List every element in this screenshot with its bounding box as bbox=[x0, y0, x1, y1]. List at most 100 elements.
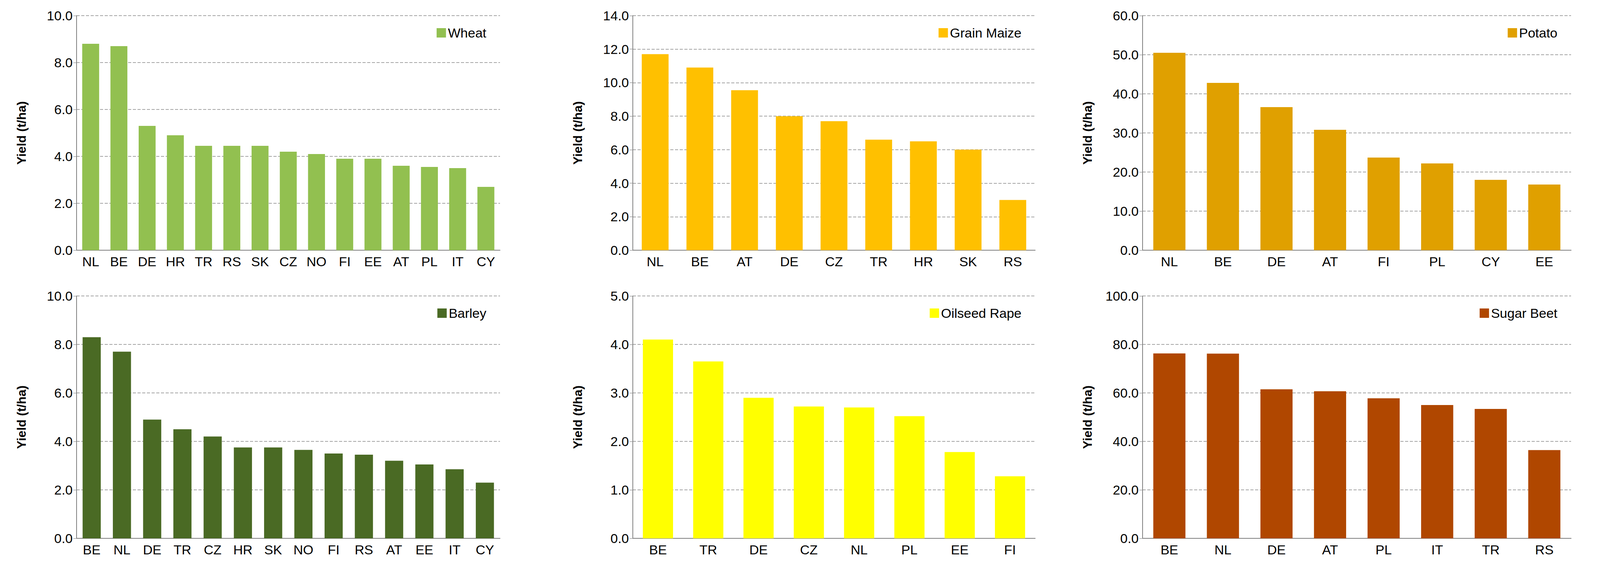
svg-text:20.0: 20.0 bbox=[1112, 482, 1139, 497]
svg-text:4.0: 4.0 bbox=[610, 175, 629, 191]
svg-text:Sugar Beet: Sugar Beet bbox=[1491, 305, 1558, 321]
svg-text:RS: RS bbox=[222, 253, 242, 269]
svg-text:2.0: 2.0 bbox=[610, 433, 629, 449]
svg-text:RS: RS bbox=[354, 541, 374, 557]
svg-text:12.0: 12.0 bbox=[603, 41, 629, 57]
svg-text:NL: NL bbox=[646, 253, 664, 269]
svg-text:IT: IT bbox=[451, 253, 464, 269]
svg-text:40.0: 40.0 bbox=[1112, 86, 1139, 102]
svg-text:100.0: 100.0 bbox=[1105, 288, 1139, 304]
svg-text:AT: AT bbox=[393, 253, 410, 269]
svg-text:CZ: CZ bbox=[825, 253, 843, 269]
svg-text:10.0: 10.0 bbox=[46, 8, 73, 24]
svg-text:3.0: 3.0 bbox=[610, 385, 629, 400]
svg-text:10.0: 10.0 bbox=[1112, 203, 1139, 219]
svg-text:60.0: 60.0 bbox=[1112, 8, 1139, 24]
svg-text:0.0: 0.0 bbox=[610, 530, 629, 546]
svg-text:NL: NL bbox=[113, 541, 131, 557]
svg-text:Potato: Potato bbox=[1519, 25, 1558, 41]
svg-text:CZ: CZ bbox=[203, 541, 222, 557]
svg-text:EE: EE bbox=[1535, 253, 1554, 269]
svg-text:NL: NL bbox=[82, 253, 99, 269]
svg-text:CY: CY bbox=[476, 253, 495, 269]
svg-text:NO: NO bbox=[293, 541, 314, 557]
svg-text:Yield (t/ha): Yield (t/ha) bbox=[14, 101, 29, 165]
svg-text:RS: RS bbox=[1003, 253, 1022, 269]
svg-text:IT: IT bbox=[1431, 541, 1443, 557]
svg-text:Barley: Barley bbox=[448, 305, 487, 321]
svg-text:Yield (t/ha): Yield (t/ha) bbox=[14, 385, 29, 449]
svg-text:BE: BE bbox=[1160, 541, 1179, 557]
svg-text:0.0: 0.0 bbox=[54, 530, 73, 546]
svg-text:40.0: 40.0 bbox=[1112, 433, 1139, 449]
svg-text:DE: DE bbox=[780, 253, 799, 269]
svg-text:Yield (t/ha): Yield (t/ha) bbox=[1080, 385, 1095, 449]
svg-text:AT: AT bbox=[386, 541, 403, 557]
svg-text:Oilseed Rape: Oilseed Rape bbox=[941, 305, 1022, 321]
svg-text:1.0: 1.0 bbox=[610, 482, 629, 497]
svg-text:30.0: 30.0 bbox=[1112, 125, 1139, 141]
svg-text:BE: BE bbox=[1214, 253, 1232, 269]
svg-text:DE: DE bbox=[137, 253, 157, 269]
svg-text:NL: NL bbox=[1160, 253, 1178, 269]
svg-text:FI: FI bbox=[1377, 253, 1390, 269]
svg-text:5.0: 5.0 bbox=[610, 288, 629, 304]
svg-text:BE: BE bbox=[82, 541, 101, 557]
svg-text:BE: BE bbox=[649, 541, 667, 557]
svg-text:TR: TR bbox=[194, 253, 213, 269]
svg-text:TR: TR bbox=[173, 541, 192, 557]
svg-text:EE: EE bbox=[364, 253, 382, 269]
svg-text:10.0: 10.0 bbox=[46, 288, 73, 304]
svg-text:DE: DE bbox=[749, 541, 768, 557]
svg-text:HR: HR bbox=[233, 541, 253, 557]
svg-text:IT: IT bbox=[448, 541, 461, 557]
svg-text:0.0: 0.0 bbox=[1120, 530, 1139, 546]
svg-text:Wheat: Wheat bbox=[448, 25, 487, 41]
svg-text:DE: DE bbox=[1267, 541, 1286, 557]
svg-text:SK: SK bbox=[264, 541, 283, 557]
svg-text:DE: DE bbox=[142, 541, 162, 557]
svg-text:HR: HR bbox=[913, 253, 933, 269]
svg-text:50.0: 50.0 bbox=[1112, 47, 1139, 63]
svg-text:2.0: 2.0 bbox=[610, 208, 629, 224]
svg-text:BE: BE bbox=[110, 253, 128, 269]
svg-text:SK: SK bbox=[251, 253, 270, 269]
svg-text:AT: AT bbox=[1321, 253, 1338, 269]
svg-text:8.0: 8.0 bbox=[54, 336, 73, 352]
svg-text:TR: TR bbox=[1482, 541, 1500, 557]
svg-text:AT: AT bbox=[736, 253, 753, 269]
svg-text:8.0: 8.0 bbox=[54, 55, 73, 70]
svg-text:10.0: 10.0 bbox=[603, 75, 629, 90]
svg-text:BE: BE bbox=[691, 253, 709, 269]
svg-text:4.0: 4.0 bbox=[610, 336, 629, 352]
svg-text:CY: CY bbox=[475, 541, 495, 557]
svg-text:6.0: 6.0 bbox=[610, 142, 629, 158]
svg-text:Yield (t/ha): Yield (t/ha) bbox=[570, 385, 585, 449]
svg-text:80.0: 80.0 bbox=[1112, 336, 1139, 352]
svg-text:0.0: 0.0 bbox=[54, 242, 73, 258]
svg-text:PL: PL bbox=[1375, 541, 1392, 557]
svg-text:SK: SK bbox=[959, 253, 978, 269]
svg-text:8.0: 8.0 bbox=[610, 108, 629, 124]
svg-text:4.0: 4.0 bbox=[54, 148, 73, 164]
svg-text:0.0: 0.0 bbox=[1120, 242, 1139, 258]
svg-text:6.0: 6.0 bbox=[54, 101, 73, 117]
svg-text:14.0: 14.0 bbox=[603, 8, 629, 24]
svg-text:EE: EE bbox=[950, 541, 969, 557]
svg-text:2.0: 2.0 bbox=[54, 482, 73, 497]
svg-text:0.0: 0.0 bbox=[610, 242, 629, 258]
svg-text:Yield (t/ha): Yield (t/ha) bbox=[570, 101, 585, 165]
svg-text:PL: PL bbox=[421, 253, 438, 269]
svg-text:4.0: 4.0 bbox=[54, 433, 73, 449]
svg-text:TR: TR bbox=[869, 253, 888, 269]
svg-text:FI: FI bbox=[327, 541, 340, 557]
svg-text:Grain Maize: Grain Maize bbox=[950, 25, 1022, 41]
svg-text:PL: PL bbox=[1428, 253, 1446, 269]
svg-text:Yield (t/ha): Yield (t/ha) bbox=[1080, 101, 1095, 165]
svg-text:NL: NL bbox=[1214, 541, 1232, 557]
svg-text:20.0: 20.0 bbox=[1112, 164, 1139, 180]
svg-text:60.0: 60.0 bbox=[1112, 385, 1139, 400]
svg-text:HR: HR bbox=[165, 253, 185, 269]
svg-text:FI: FI bbox=[338, 253, 351, 269]
svg-text:PL: PL bbox=[901, 541, 918, 557]
